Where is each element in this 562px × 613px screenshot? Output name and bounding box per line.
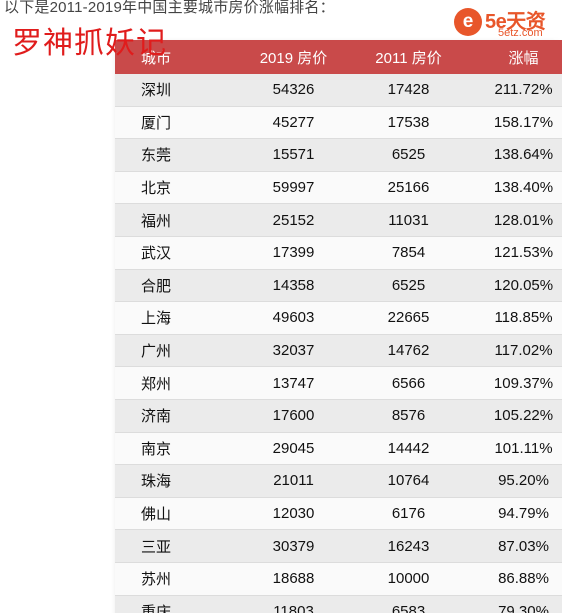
city-cell: 东莞 <box>115 138 236 172</box>
price-2011-cell: 6525 <box>351 269 466 303</box>
price-2019-cell: 14358 <box>236 269 351 303</box>
brand-name: 5e天资 <box>485 11 546 33</box>
price-2019-cell: 17600 <box>236 399 351 433</box>
brand-domain: 5etz.com <box>498 27 543 39</box>
city-cell: 南京 <box>115 432 236 466</box>
brand-badge-icon: e <box>454 8 482 36</box>
rise-cell: 211.72% <box>466 74 562 107</box>
price-2011-cell: 11031 <box>351 203 466 237</box>
price-2011-cell: 7854 <box>351 236 466 270</box>
price-2019-cell: 59997 <box>236 171 351 205</box>
price-2019-cell: 29045 <box>236 432 351 466</box>
table-row: 珠海 21011 10764 95.20% <box>115 464 562 498</box>
price-2011-cell: 22665 <box>351 301 466 335</box>
rise-cell: 105.22% <box>466 399 562 433</box>
header-city: 城市 <box>115 40 236 74</box>
table-header-row: 城市 2019 房价 2011 房价 涨幅 <box>115 40 562 74</box>
city-cell: 深圳 <box>115 74 236 107</box>
city-cell: 上海 <box>115 301 236 335</box>
city-cell: 福州 <box>115 203 236 237</box>
table-body: 深圳 54326 17428 211.72% 厦门 45277 17538 158.17% 东莞… <box>115 74 562 613</box>
city-cell: 三亚 <box>115 529 236 563</box>
table-row: 济南 17600 8576 105.22% <box>115 399 562 433</box>
table-row: 福州 25152 11031 128.01% <box>115 203 562 237</box>
rise-cell: 87.03% <box>466 529 562 563</box>
table-row: 郑州 13747 6566 109.37% <box>115 366 562 400</box>
city-cell: 重庆 <box>115 595 236 613</box>
city-cell: 郑州 <box>115 366 236 400</box>
rise-cell: 94.79% <box>466 497 562 531</box>
table-row: 合肥 14358 6525 120.05% <box>115 269 562 303</box>
city-cell: 济南 <box>115 399 236 433</box>
price-2011-cell: 8576 <box>351 399 466 433</box>
price-2011-cell: 14442 <box>351 432 466 466</box>
price-2011-cell: 25166 <box>351 171 466 205</box>
rise-cell: 138.64% <box>466 138 562 172</box>
house-price-table-container: 城市 2019 房价 2011 房价 涨幅 深圳 54326 17428 211.72… <box>115 40 562 613</box>
intro-text: 以下是2011-2019年中国主要城市房价涨幅排名： <box>4 0 335 16</box>
table-row: 武汉 17399 7854 121.53% <box>115 236 562 270</box>
price-2019-cell: 54326 <box>236 74 351 107</box>
price-2011-cell: 6176 <box>351 497 466 531</box>
rise-cell: 79.30% <box>466 595 562 613</box>
price-2011-cell: 6583 <box>351 595 466 613</box>
table-row: 苏州 18688 10000 86.88% <box>115 562 562 596</box>
city-cell: 厦门 <box>115 106 236 140</box>
price-2011-cell: 16243 <box>351 529 466 563</box>
table-row: 南京 29045 14442 101.11% <box>115 432 562 466</box>
city-cell: 广州 <box>115 334 236 368</box>
price-2019-cell: 11803 <box>236 595 351 613</box>
price-2019-cell: 21011 <box>236 464 351 498</box>
overlay-title: 罗神抓妖记 <box>12 27 167 60</box>
price-2011-cell: 17428 <box>351 74 466 107</box>
price-2019-cell: 18688 <box>236 562 351 596</box>
price-2011-cell: 14762 <box>351 334 466 368</box>
table-row: 重庆 11803 6583 79.30% <box>115 595 562 613</box>
price-2011-cell: 6566 <box>351 366 466 400</box>
rise-cell: 117.02% <box>466 334 562 368</box>
rise-cell: 138.40% <box>466 171 562 205</box>
price-2019-cell: 45277 <box>236 106 351 140</box>
price-2011-cell: 10764 <box>351 464 466 498</box>
city-cell: 合肥 <box>115 269 236 303</box>
price-2011-cell: 17538 <box>351 106 466 140</box>
table-row: 上海 49603 22665 118.85% <box>115 301 562 335</box>
table-row: 三亚 30379 16243 87.03% <box>115 529 562 563</box>
price-2019-cell: 32037 <box>236 334 351 368</box>
price-2019-cell: 13747 <box>236 366 351 400</box>
price-2019-cell: 12030 <box>236 497 351 531</box>
table-row: 深圳 54326 17428 211.72% <box>115 74 562 107</box>
house-price-table: 城市 2019 房价 2011 房价 涨幅 深圳 54326 17428 211.72… <box>115 40 562 613</box>
rise-cell: 118.85% <box>466 301 562 335</box>
price-2019-cell: 15571 <box>236 138 351 172</box>
rise-cell: 120.05% <box>466 269 562 303</box>
rise-cell: 121.53% <box>466 236 562 270</box>
price-2011-cell: 6525 <box>351 138 466 172</box>
table-row: 厦门 45277 17538 158.17% <box>115 106 562 140</box>
city-cell: 珠海 <box>115 464 236 498</box>
price-2019-cell: 30379 <box>236 529 351 563</box>
header-price-2019: 2019 房价 <box>236 40 351 74</box>
table-row: 北京 59997 25166 138.40% <box>115 171 562 205</box>
price-2019-cell: 25152 <box>236 203 351 237</box>
rise-cell: 86.88% <box>466 562 562 596</box>
rise-cell: 109.37% <box>466 366 562 400</box>
rise-cell: 95.20% <box>466 464 562 498</box>
price-2019-cell: 49603 <box>236 301 351 335</box>
city-cell: 苏州 <box>115 562 236 596</box>
table-row: 佛山 12030 6176 94.79% <box>115 497 562 531</box>
rise-cell: 128.01% <box>466 203 562 237</box>
price-2019-cell: 17399 <box>236 236 351 270</box>
city-cell: 北京 <box>115 171 236 205</box>
price-2011-cell: 10000 <box>351 562 466 596</box>
header-price-2011: 2011 房价 <box>351 40 466 74</box>
table-row: 广州 32037 14762 117.02% <box>115 334 562 368</box>
table-row: 东莞 15571 6525 138.64% <box>115 138 562 172</box>
city-cell: 武汉 <box>115 236 236 270</box>
rise-cell: 101.11% <box>466 432 562 466</box>
city-cell: 佛山 <box>115 497 236 531</box>
brand-logo[interactable]: e 5e天资 5etz.com <box>454 6 562 44</box>
header-rise: 涨幅 <box>466 40 562 74</box>
rise-cell: 158.17% <box>466 106 562 140</box>
